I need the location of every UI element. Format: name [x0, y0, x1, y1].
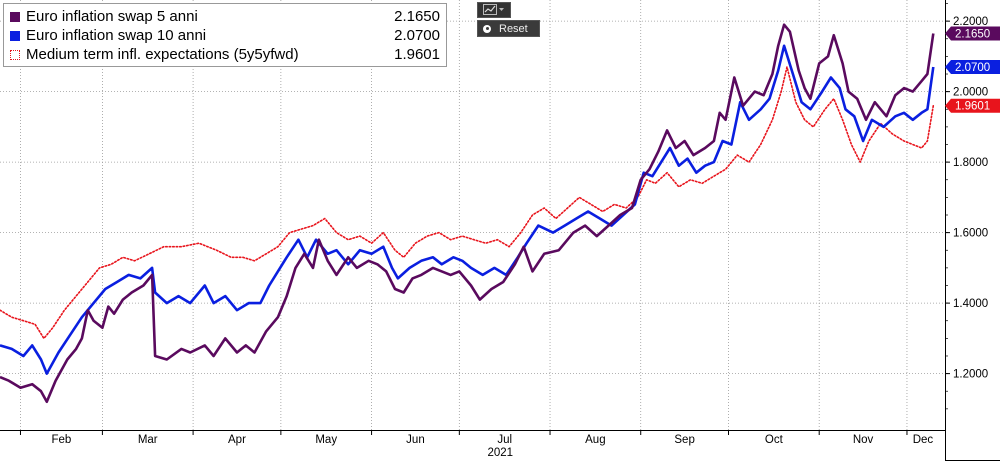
y-axis-panel — [945, 0, 1000, 460]
x-tick-label: Apr — [228, 434, 246, 446]
legend-value-swap-5y: 2.1650 — [394, 8, 440, 25]
last-value-label: 2.1650 — [955, 28, 990, 40]
legend-row-5y5yfwd: Medium term infl. expectations (5y5yfwd)… — [10, 45, 440, 64]
series-line-0 — [0, 23, 935, 404]
x-tick-label: May — [315, 434, 337, 446]
radio-dot-icon — [483, 24, 491, 33]
legend-swatch-swap-5y — [10, 11, 20, 22]
legend-value-5y5yfwd: 1.9601 — [394, 46, 440, 63]
x-tick-label: Oct — [765, 434, 784, 446]
y-tick-label: 2.0000 — [953, 87, 988, 99]
x-tick-label: Mar — [138, 434, 158, 446]
series-line-2 — [0, 66, 935, 340]
last-value-tag — [945, 26, 1000, 41]
line-chart-icon — [483, 4, 504, 15]
last-value-tag — [945, 59, 1000, 74]
reset-button[interactable]: Reset — [477, 20, 540, 37]
legend-label-swap-10y: Euro inflation swap 10 anni — [26, 27, 207, 44]
legend-swatch-swap-10y — [10, 30, 20, 41]
last-value-tag — [945, 98, 1000, 113]
x-tick-label: Jun — [406, 434, 425, 446]
legend-label-swap-5y: Euro inflation swap 5 anni — [26, 8, 198, 25]
x-axis-panel — [0, 430, 945, 461]
y-tick-label: 1.8000 — [953, 157, 988, 169]
legend-row-swap-10y: Euro inflation swap 10 anni 2.0700 — [10, 26, 440, 45]
x-year-label: 2021 — [487, 447, 513, 459]
legend-value-swap-10y: 2.0700 — [394, 27, 440, 44]
x-tick-label: Feb — [52, 434, 72, 446]
y-tick-label: 1.2000 — [953, 369, 988, 381]
last-value-label: 2.0700 — [955, 62, 990, 74]
y-tick-label: 1.4000 — [953, 298, 988, 310]
series-layer — [0, 23, 935, 404]
x-tick-label: Jul — [497, 434, 512, 446]
y-tick-label: 1.6000 — [953, 228, 988, 240]
x-tick-label: Nov — [853, 434, 874, 446]
reset-label: Reset — [499, 22, 528, 35]
chart-toolbar: Reset — [477, 2, 540, 37]
x-tick-label: Sep — [674, 434, 694, 446]
x-tick-label: Aug — [585, 434, 605, 446]
y-tick-label: 2.2000 — [953, 16, 988, 28]
x-tick-label: Dec — [913, 434, 934, 446]
last-value-label: 1.9601 — [955, 101, 990, 113]
legend-label-5y5yfwd: Medium term infl. expectations (5y5yfwd) — [26, 46, 299, 63]
plot-area — [0, 0, 945, 430]
legend-row-swap-5y: Euro inflation swap 5 anni 2.1650 — [10, 7, 440, 26]
series-line-1 — [0, 44, 935, 375]
legend: Euro inflation swap 5 anni 2.1650 Euro i… — [3, 3, 447, 67]
chart-type-button[interactable] — [477, 2, 511, 18]
axis-layer: 1.2000 1.4000 1.6000 1.8000 2.0000 2.2000 Feb M… — [19, 3, 1000, 459]
legend-swatch-5y5yfwd — [10, 49, 20, 60]
